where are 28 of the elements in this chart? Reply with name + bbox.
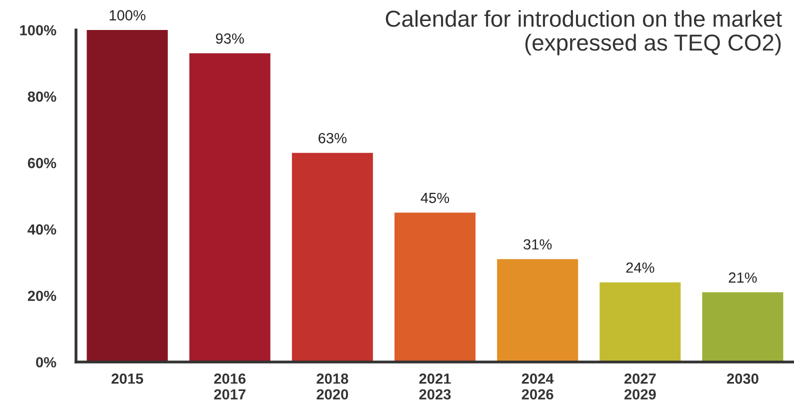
data-label: 63% bbox=[318, 132, 347, 144]
bar bbox=[702, 292, 784, 362]
y-tick-label: 40% bbox=[28, 224, 56, 235]
x-tick-label: 2018 2020 bbox=[316, 373, 348, 400]
y-tick-label: 80% bbox=[28, 92, 56, 102]
x-tick-label: 2015 bbox=[112, 373, 144, 384]
data-label: 31% bbox=[524, 239, 552, 250]
bar bbox=[394, 212, 476, 362]
data-label: 45% bbox=[420, 192, 450, 204]
bar bbox=[497, 259, 578, 362]
bar bbox=[292, 152, 373, 362]
x-tick-label: 2027 2029 bbox=[624, 373, 656, 400]
data-label: 100% bbox=[110, 10, 146, 20]
y-tick-label: 20% bbox=[28, 290, 56, 302]
chart-title: Calendar for introduction on the market (expressed as TEQ CO2) bbox=[386, 10, 782, 56]
x-tick-label: 2016 2017 bbox=[214, 373, 246, 400]
x-tick-label: 2030 bbox=[727, 373, 758, 384]
x-tick-label: 2024 2026 bbox=[522, 373, 554, 400]
bar bbox=[189, 53, 270, 362]
y-tick-label: 100% bbox=[20, 25, 56, 36]
bar bbox=[86, 30, 168, 362]
data-label: 24% bbox=[626, 262, 654, 273]
y-tick-label: 0% bbox=[36, 357, 56, 368]
data-label: 21% bbox=[728, 272, 757, 283]
y-tick-label: 60% bbox=[28, 158, 56, 168]
bar bbox=[600, 282, 681, 362]
data-label: 93% bbox=[216, 33, 244, 44]
x-tick-label: 2021 2023 bbox=[419, 373, 451, 400]
